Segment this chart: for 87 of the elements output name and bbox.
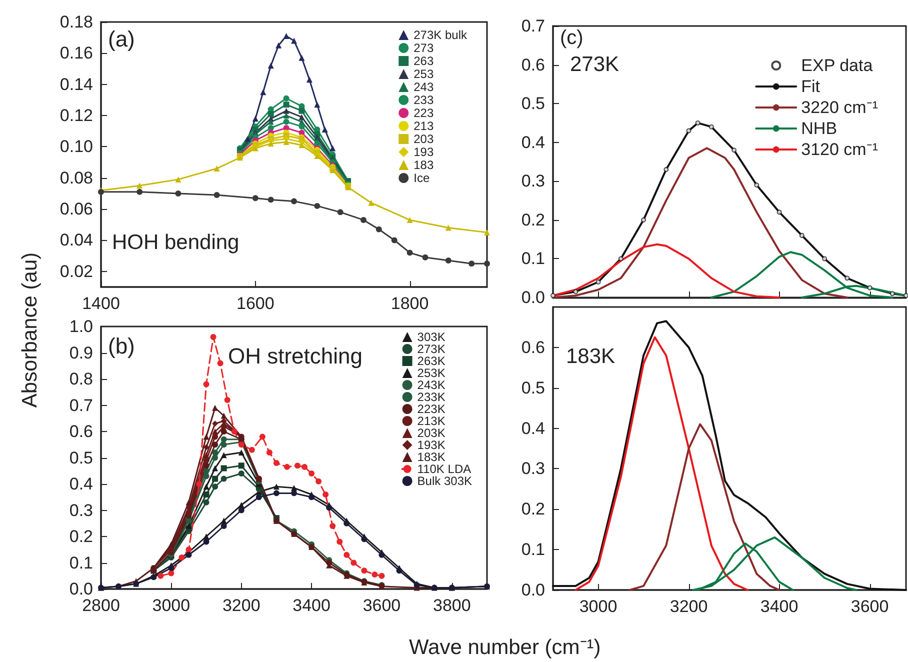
x-tick-label: 3400 [292,596,330,615]
y-tick-label: 0.0 [69,580,93,598]
annotation: 273K [570,53,620,76]
annotation: (b) [108,334,135,358]
legend-label: 193K [417,438,446,452]
y-tick-label: 0.9 [69,343,93,362]
y-tick-label: 0.4 [521,132,545,152]
annotation: (a) [108,26,135,52]
legend-label: 183K [417,450,446,464]
y-tick-label: 0.6 [521,55,545,74]
legend-label: Fit [801,77,820,96]
legend-label: 223K [417,402,446,416]
y-tick-label: 0.5 [521,378,545,398]
y-tick-label: 0.3 [69,500,93,520]
legend-label: 233K [417,390,446,404]
legend-label: 263 [414,54,434,68]
y-tick-label: 0.04 [60,230,93,250]
legend-label: 223 [414,106,434,120]
legend-label: 233 [414,93,434,107]
y-tick-label: 0.1 [521,249,545,268]
y-axis-title: Absorbance (au) [18,252,42,408]
legend-label: 263K [417,354,446,368]
y-tick-label: 0.08 [60,168,93,188]
legend-label: 193 [414,145,434,159]
y-tick-label: 0.7 [69,396,93,415]
y-tick-label: 0.0 [521,580,545,600]
y-tick-label: 0.16 [60,44,93,63]
y-tick-label: 0.6 [521,338,545,357]
legend-label: 303K [417,330,446,344]
x-tick-label: 3600 [850,597,889,616]
x-tick-label: 1400 [82,294,120,313]
legend-label: NHB [801,119,838,138]
legend-label: 3220 cm⁻¹ [801,98,878,117]
legend-label: 203 [414,132,434,146]
annotation: OH stretching [228,344,362,368]
y-tick-label: 0.3 [521,459,545,478]
x-tick-label: 3000 [579,597,618,616]
y-tick-label: 0.6 [69,422,93,441]
y-tick-label: 0.4 [69,474,93,494]
legend-label: 273K bulk [414,28,468,42]
y-tick-label: 0.8 [69,370,93,388]
y-tick-label: 0.2 [521,210,545,230]
x-tick-label: 1600 [236,294,274,313]
legend-label: 253K [417,366,446,380]
x-tick-label: 3400 [760,597,798,616]
y-tick-label: 0.4 [521,418,545,438]
legend-label: Bulk 303K [417,474,472,488]
x-tick-label: 3800 [432,596,471,615]
y-tick-label: 0.3 [521,172,545,191]
annotation: HOH bending [112,231,240,254]
legend-label: EXP data [801,56,874,75]
y-tick-label: 0.06 [60,200,93,219]
y-tick-label: 0.12 [60,106,93,126]
annotation: 183K [566,345,616,368]
x-tick-label: 3600 [362,596,401,615]
y-tick-label: 0.7 [521,16,545,36]
y-tick-label: 0.18 [60,12,93,32]
legend-label: 273 [414,41,434,55]
legend-label: 203K [417,426,446,440]
y-tick-label: 0.5 [69,448,93,468]
annotation: (c) [560,27,584,49]
y-tick-label: 0.02 [60,262,93,281]
x-tick-label: 3200 [222,596,260,615]
x-tick-label: 3200 [670,597,708,616]
legend-label: 183 [414,158,434,172]
y-tick-label: 0.0 [521,288,545,307]
legend-label: 3120 cm⁻¹ [801,140,878,159]
y-tick-label: 0.1 [521,540,545,560]
y-tick-label: 0.2 [69,527,93,546]
legend-label: 243 [414,80,434,94]
legend-label: 213K [417,414,446,428]
x-tick-label: 3000 [152,596,190,615]
x-axis-title: Wave number (cm⁻¹) [409,635,601,660]
x-tick-label: 1800 [390,294,429,313]
y-tick-label: 0.5 [521,94,545,114]
legend-label: 243K [417,378,446,392]
y-tick-label: 0.2 [521,500,545,519]
legend-label: 253 [414,67,434,81]
y-tick-label: 0.14 [60,74,93,94]
legend-label: 110K LDA [417,462,472,476]
y-tick-label: 1.0 [69,317,93,336]
y-tick-label: 0.1 [69,553,93,572]
y-tick-label: 0.10 [60,137,93,156]
legend-label: Ice [414,171,430,185]
legend-label: 213 [414,119,434,133]
legend-label: 273K [417,342,446,356]
x-tick-label: 2800 [82,596,120,615]
